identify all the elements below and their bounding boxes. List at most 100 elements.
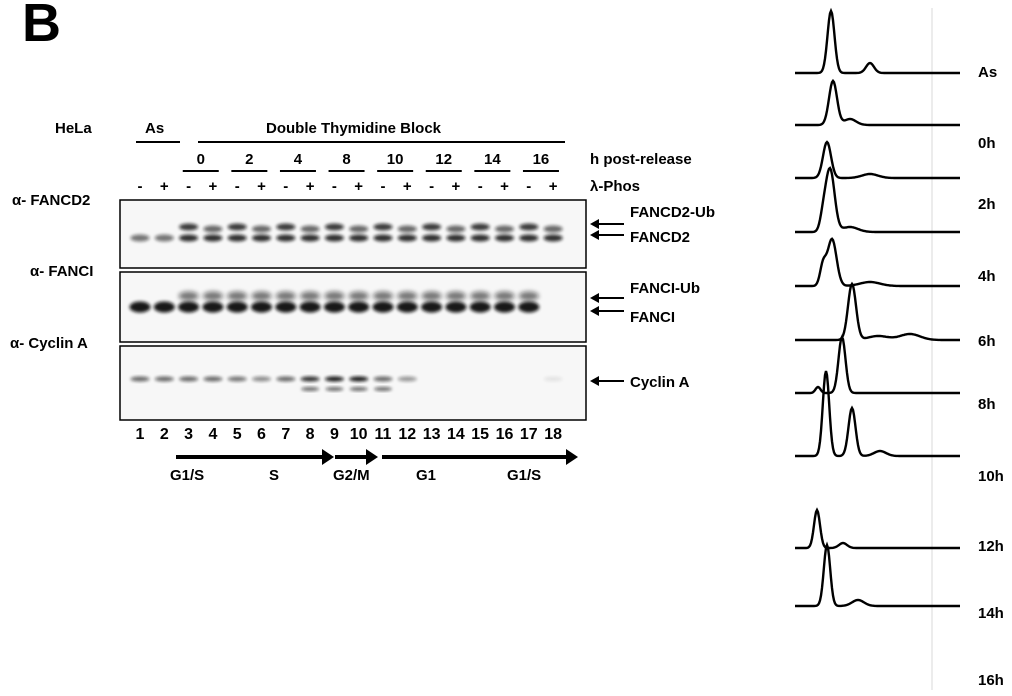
lane-number: 10	[349, 426, 368, 443]
flow-label: As	[978, 64, 998, 81]
phos-sign: +	[159, 178, 169, 195]
phos-sign: -	[331, 178, 337, 195]
lane-number: 12	[398, 426, 417, 443]
band	[178, 291, 199, 301]
lane-number: 13	[422, 426, 441, 443]
band	[446, 225, 466, 233]
band-label-cyclina: Cyclin A	[630, 374, 690, 391]
band	[422, 234, 442, 242]
antibody-label-cyclina: α- Cyclin A	[10, 335, 88, 352]
band-label-fancd2: FANCD2	[630, 229, 691, 246]
timepoint-label: 12	[435, 151, 453, 168]
band	[130, 234, 150, 242]
phos-sign: +	[354, 178, 364, 195]
timepoint-label: 0	[196, 151, 205, 168]
lane-number: 9	[329, 426, 339, 443]
flow-label: 12h	[978, 538, 1004, 555]
phos-sign: +	[548, 178, 558, 195]
phase-arrows	[176, 449, 578, 465]
band	[373, 223, 393, 231]
band	[349, 376, 369, 382]
band	[397, 291, 418, 301]
lane-number: 16	[495, 426, 514, 443]
band	[226, 301, 248, 313]
band	[276, 376, 296, 382]
band	[495, 234, 514, 242]
flow-histogram	[795, 541, 960, 608]
band	[470, 291, 491, 301]
timepoint-label: 2	[245, 151, 254, 168]
band	[275, 301, 297, 313]
band	[203, 376, 223, 382]
band	[251, 291, 272, 301]
band	[275, 291, 296, 301]
band	[129, 301, 151, 313]
band	[422, 223, 442, 231]
flow-label: 4h	[978, 268, 996, 285]
band	[252, 225, 271, 233]
band	[154, 234, 174, 242]
band	[518, 291, 539, 301]
phos-sign: +	[500, 178, 509, 195]
band	[154, 376, 174, 382]
antibody-label-fancd2: α- FANCD2	[12, 192, 91, 209]
flow-histogram	[795, 7, 960, 75]
band	[323, 301, 345, 313]
band	[348, 301, 370, 313]
band	[470, 223, 490, 231]
band	[397, 376, 417, 382]
band	[300, 291, 321, 301]
phos-sign: +	[451, 178, 461, 195]
flow-label: 8h	[978, 396, 996, 413]
flow-label: 2h	[978, 196, 996, 213]
band	[300, 225, 320, 233]
band	[227, 223, 247, 231]
phos-sign: -	[137, 178, 143, 195]
band	[178, 301, 200, 313]
band	[372, 301, 394, 313]
band	[227, 376, 247, 382]
lane-number: 15	[471, 426, 490, 443]
band	[495, 225, 514, 233]
band	[373, 234, 393, 242]
phos-sign: -	[186, 178, 192, 195]
band	[519, 223, 539, 231]
phos-sign: -	[380, 178, 386, 195]
lane-number: 7	[281, 426, 291, 443]
band	[299, 301, 321, 313]
phos-sign: -	[283, 178, 289, 195]
band	[543, 225, 563, 233]
band	[543, 376, 563, 382]
band	[470, 234, 490, 242]
phase-label-g1: G1	[416, 467, 437, 484]
phase-label-s: S	[269, 467, 280, 484]
lane-number: 1	[135, 426, 145, 443]
lane-number: 6	[257, 426, 266, 443]
phos-sign: -	[526, 178, 532, 195]
band	[325, 387, 344, 391]
band	[179, 234, 199, 242]
phos-sign: +	[305, 178, 315, 195]
flow-label: 16h	[978, 672, 1004, 689]
band	[396, 301, 418, 313]
band-label-fanci: FANCI	[630, 309, 675, 326]
band	[349, 225, 369, 233]
band	[179, 376, 199, 382]
band	[203, 225, 223, 233]
band	[349, 234, 369, 242]
phos-sign: -	[234, 178, 240, 195]
flow-histogram	[795, 78, 960, 127]
timepoint-label: 8	[342, 151, 351, 168]
band-label-fancd2-ub: FANCD2-Ub	[630, 204, 715, 221]
blot-cyclina	[119, 345, 587, 421]
flow-histogram	[795, 281, 960, 342]
band	[324, 291, 345, 301]
band	[227, 291, 248, 301]
flow-cytometry-histograms	[795, 7, 960, 608]
band	[324, 234, 344, 242]
phase-label-g1s-2: G1/S	[507, 467, 542, 484]
band	[202, 301, 224, 313]
flow-label: 10h	[978, 468, 1004, 485]
band	[227, 234, 247, 242]
